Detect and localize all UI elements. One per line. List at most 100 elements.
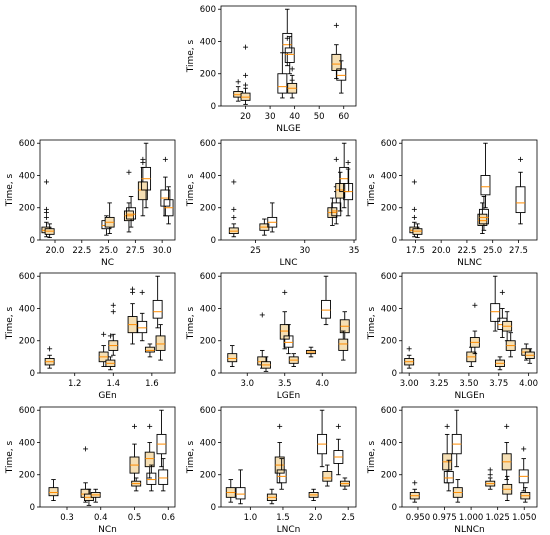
x-tick-label: 22.5 [72, 246, 91, 256]
panel-nc: 20.0 22.5 25.0 27.5 30.0 0 200 400 600 NC Time, s [5, 139, 176, 268]
y-tick-label: 200 [19, 204, 35, 214]
x-tick-label: 1.025 [485, 513, 509, 523]
y-tick-label: 600 [19, 272, 35, 282]
box-nlgen-9 [524, 348, 535, 364]
box-gen-3 [108, 302, 119, 356]
y-tick-label: 600 [200, 139, 216, 149]
box-lncn-1 [235, 469, 246, 505]
box-body [335, 183, 346, 199]
outlier-marker [277, 423, 283, 429]
x-tick-label: 1.2 [68, 379, 82, 389]
box-lnc-3 [327, 197, 338, 226]
outlier-marker [333, 156, 339, 162]
outlier-marker [162, 156, 168, 162]
outlier-marker [235, 79, 241, 85]
x-tick-label: 20.0 [46, 246, 65, 256]
x-tick-label: 1.4 [107, 379, 121, 389]
box-nlgen-0 [404, 346, 415, 369]
x-tick-label: 3.0 [240, 379, 254, 389]
box-body [331, 202, 342, 217]
axes-frame [401, 406, 538, 508]
box-nc-1 [44, 223, 55, 239]
x-axis-label: NLGEn [454, 391, 484, 401]
x-tick-label: 3.5 [278, 379, 292, 389]
box-lgen-7 [321, 275, 331, 326]
box-nlge-1 [240, 44, 251, 105]
box-nlgen-7 [505, 332, 516, 358]
y-tick-label: 0 [30, 503, 35, 513]
box-nlgen-1 [466, 346, 477, 367]
outlier-marker [282, 289, 288, 295]
y-tick-label: 200 [200, 70, 216, 80]
y-axis-label: Time, s [186, 306, 196, 340]
outlier-marker [243, 72, 249, 78]
panel-nlnc: 17.5 20.0 22.5 25.0 27.5 0 200 400 600 NLNC Time, … [367, 139, 538, 268]
axes-frame [220, 406, 357, 508]
axes-frame [39, 406, 176, 508]
y-tick-label: 0 [30, 236, 35, 246]
y-tick-label: 600 [381, 272, 397, 282]
box-ncn-7 [146, 464, 157, 492]
x-tick-label: 35 [349, 246, 360, 256]
box-lncn-5 [308, 488, 319, 501]
x-tick-label: 25 [250, 246, 261, 256]
box-lncn-7 [322, 464, 333, 487]
x-tick-label: 2.5 [341, 513, 355, 523]
outlier-marker [83, 446, 89, 452]
x-tick-label: 40 [289, 112, 300, 122]
x-axis-label: NLNCn [454, 525, 484, 535]
y-tick-label: 0 [392, 503, 397, 513]
box-gen-8 [155, 324, 166, 361]
box-lgen-0 [227, 345, 238, 367]
box-lgen-4 [283, 324, 294, 355]
outlier-marker [231, 179, 237, 185]
y-tick-label: 600 [19, 139, 35, 149]
outlier-marker [289, 77, 295, 83]
box-body [279, 324, 290, 340]
outlier-marker [411, 206, 417, 212]
x-axis-label: GEn [98, 391, 116, 401]
y-axis-label: Time, s [5, 440, 15, 474]
outlier-marker [518, 156, 524, 162]
y-axis-label: Time, s [5, 306, 15, 340]
box-nc-7 [141, 142, 152, 209]
box-body [48, 487, 59, 497]
box-ncn-8 [156, 409, 167, 468]
box-lncn-8 [333, 423, 344, 476]
x-tick-label: 1.050 [512, 513, 536, 523]
box-lnc-2 [267, 202, 278, 233]
outlier-marker [289, 66, 295, 72]
x-tick-label: 30 [265, 112, 276, 122]
x-tick-label: 4.0 [315, 379, 329, 389]
outlier-marker [487, 467, 493, 473]
y-tick-label: 400 [200, 304, 216, 314]
box-lnc-7 [343, 160, 354, 217]
axes-frame [401, 139, 538, 241]
axes-frame [401, 272, 538, 374]
box-gen-2 [105, 333, 116, 371]
outlier-marker [110, 302, 116, 308]
box-lgen-9 [338, 330, 349, 361]
box-lncn-0 [225, 479, 236, 503]
y-tick-label: 600 [200, 406, 216, 416]
x-tick-label: 25.0 [483, 246, 502, 256]
y-tick-label: 200 [381, 337, 397, 347]
outlier-marker [411, 179, 417, 185]
box-body [144, 346, 155, 353]
outlier-marker [406, 346, 412, 352]
box-body [126, 207, 137, 220]
x-tick-label: 20.0 [432, 246, 451, 256]
box-nlge-7 [336, 60, 347, 94]
box-ncn-4 [129, 423, 140, 484]
box-body [477, 213, 488, 226]
outlier-marker [110, 309, 116, 315]
axes-frame [220, 272, 357, 374]
outlier-marker [147, 423, 153, 429]
box-body [235, 487, 246, 500]
x-tick-label: 1.5 [276, 513, 290, 523]
x-tick-label: 25.0 [99, 246, 118, 256]
x-tick-label: 50 [314, 112, 325, 122]
outlier-marker [139, 289, 145, 295]
